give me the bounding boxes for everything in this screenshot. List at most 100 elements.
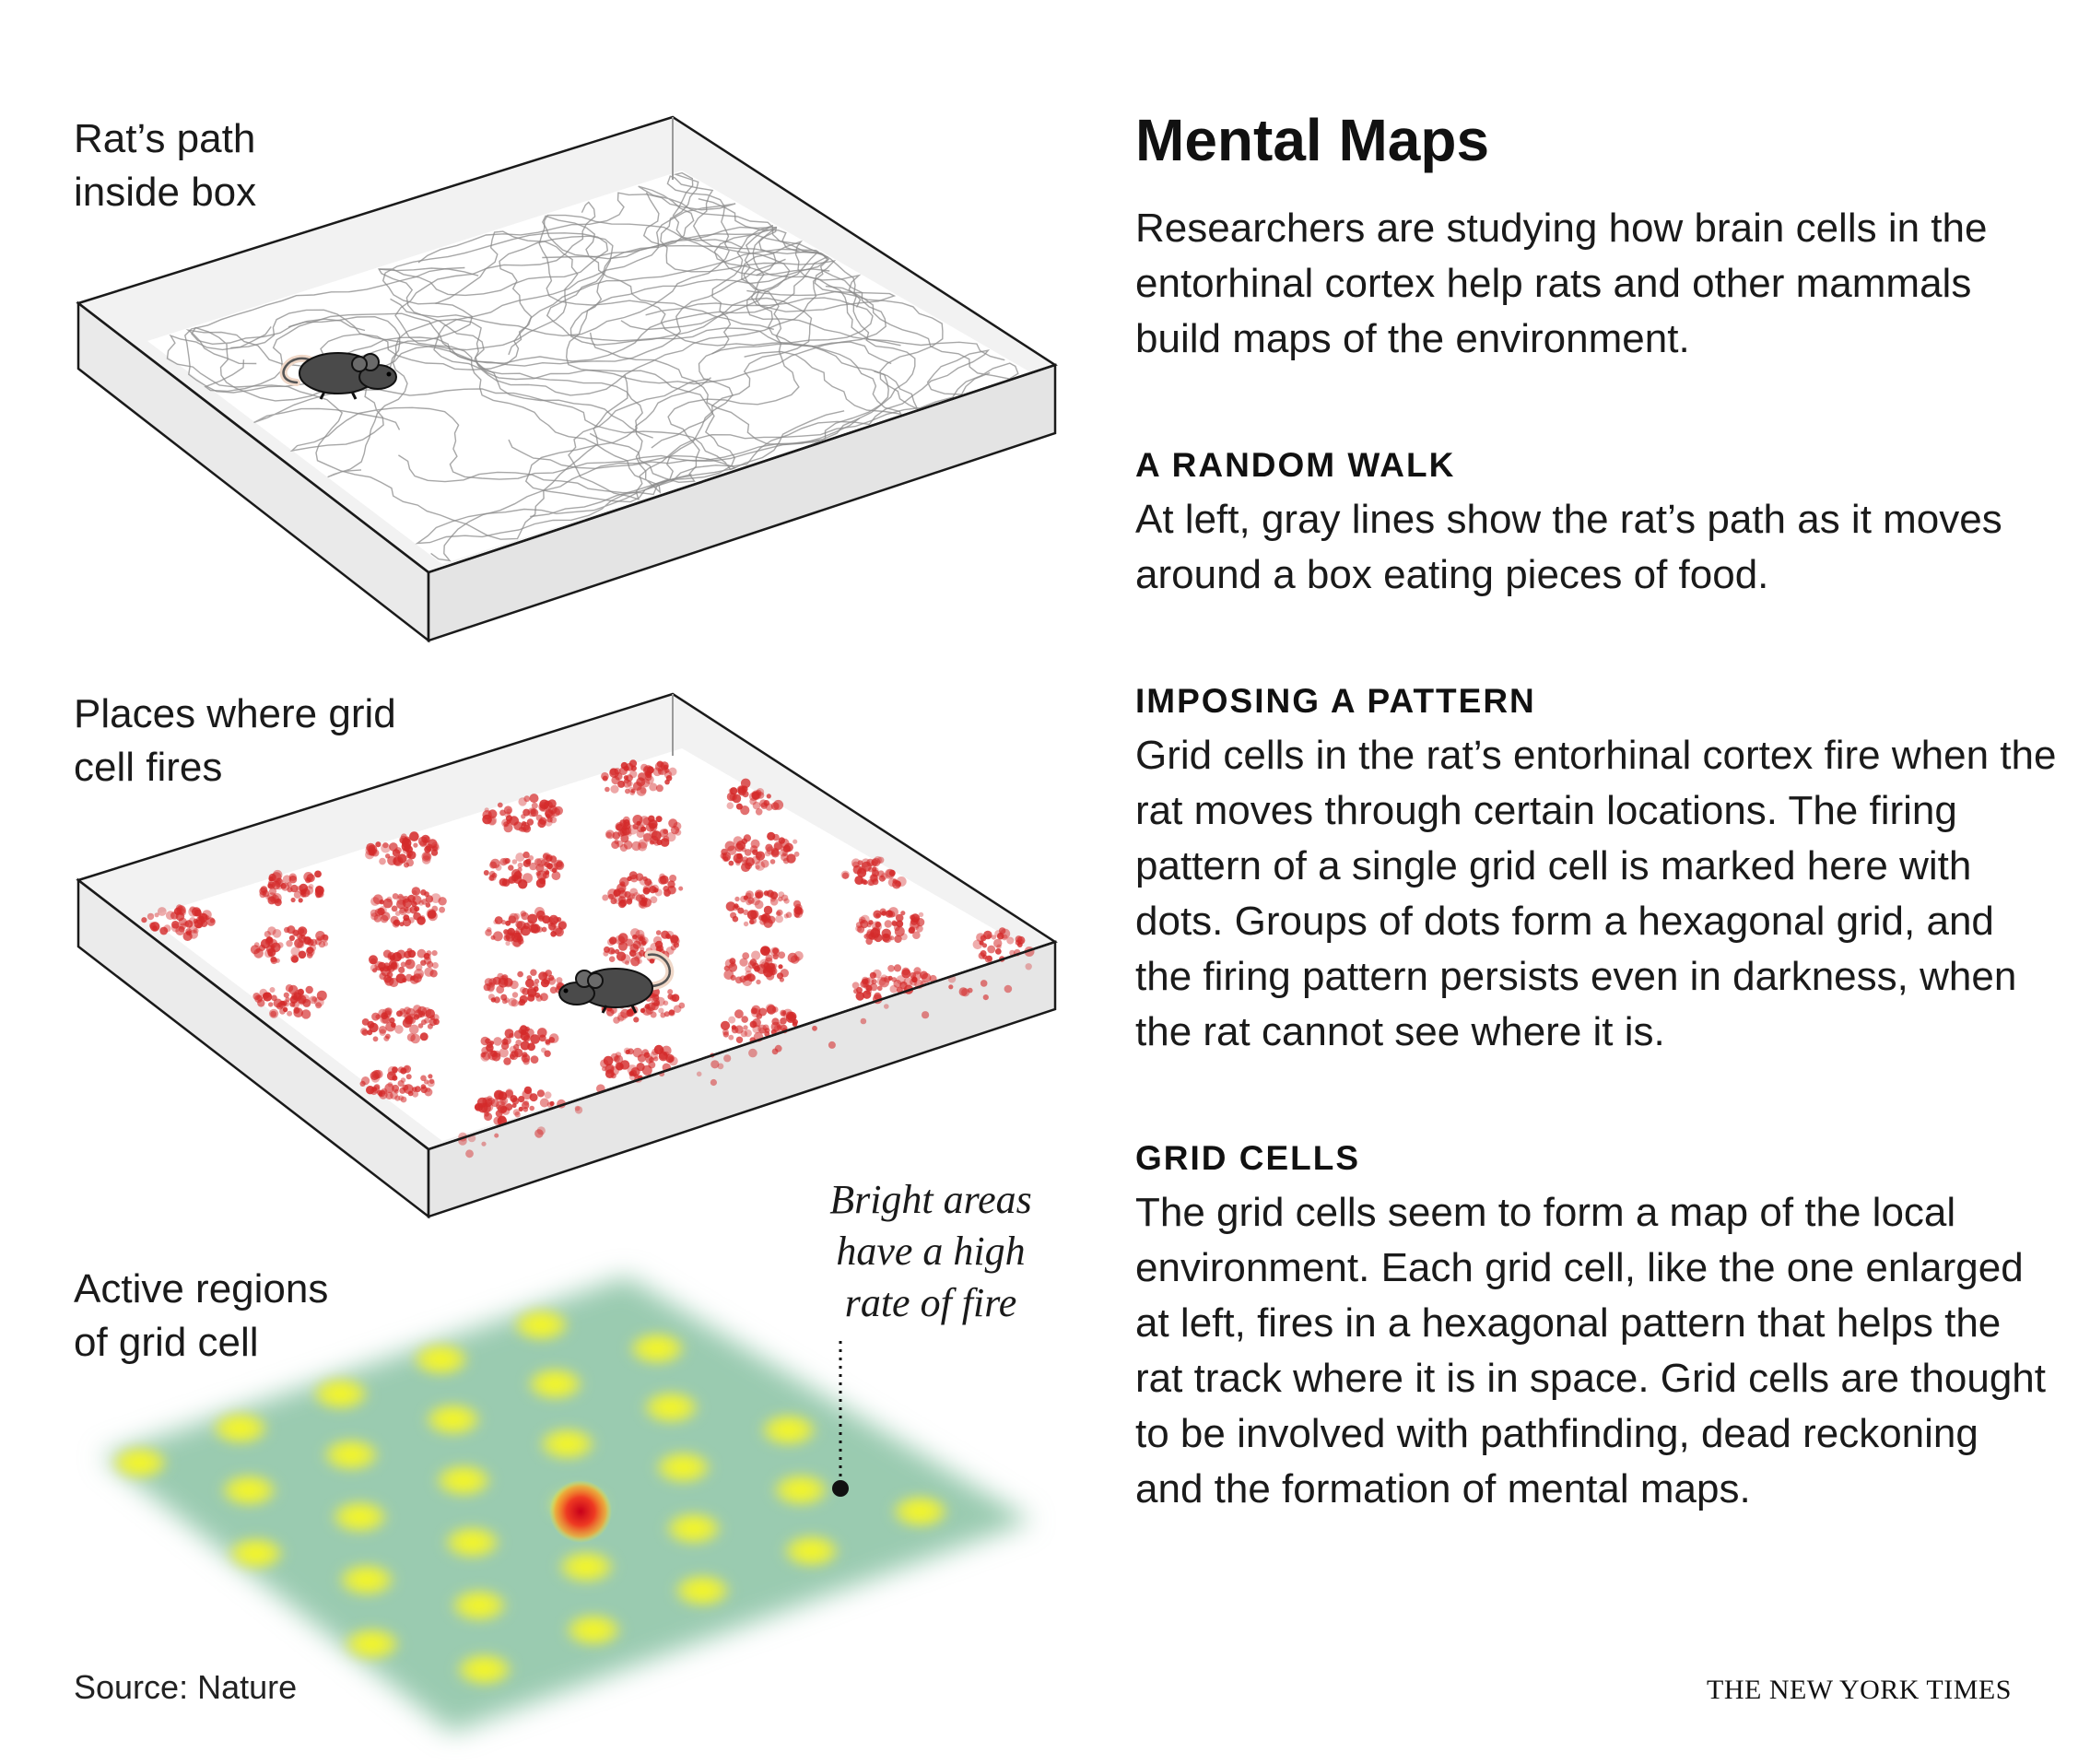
firing-dot (500, 994, 508, 1001)
firing-dot (512, 1109, 520, 1116)
firing-dot (384, 1007, 393, 1016)
firing-dot (379, 857, 386, 865)
firing-dot (428, 911, 438, 922)
firing-dot (747, 897, 755, 904)
firing-dot (290, 947, 300, 957)
firing-dot (483, 870, 489, 876)
firing-dot (730, 911, 737, 919)
firing-dot (651, 884, 659, 893)
firing-dot (653, 1056, 659, 1062)
firing-dot (421, 855, 431, 864)
firing-dot (613, 1017, 620, 1024)
firing-dot (781, 1011, 786, 1017)
firing-dot (872, 869, 879, 877)
firing-dot (268, 876, 274, 882)
firing-dot (529, 862, 537, 871)
firing-dot (275, 958, 280, 963)
firing-dot (743, 895, 749, 900)
path-trace (415, 349, 991, 545)
firing-dot (291, 992, 300, 1001)
firing-dot (522, 1101, 530, 1110)
firing-dot (616, 823, 623, 831)
firing-dot (668, 818, 678, 829)
heatmap-bright-area (510, 1306, 573, 1344)
path-trace (230, 192, 830, 396)
firing-dot (530, 1034, 540, 1044)
firing-dot (617, 936, 626, 946)
firing-dot (666, 1055, 674, 1064)
firing-dot (511, 992, 519, 998)
firing-dot (645, 774, 652, 782)
firing-dot (423, 953, 431, 961)
firing-dot (379, 899, 384, 905)
firing-dot (603, 1055, 614, 1066)
text-column: Mental Maps Researchers are studying how… (1135, 103, 2057, 1517)
firing-dot (894, 926, 905, 937)
heatmap-bright-area (335, 1561, 398, 1599)
firing-dot (305, 985, 313, 994)
firing-dot (759, 1027, 766, 1034)
firing-dot (636, 829, 645, 839)
firing-dot (389, 959, 397, 969)
firing-dot (605, 1008, 615, 1017)
heatmap-bright-areas (108, 1306, 952, 1688)
firing-dot (872, 878, 879, 886)
firing-dot (503, 806, 513, 815)
firing-dot (574, 1105, 581, 1111)
firing-dot (755, 864, 760, 870)
firing-dot (922, 1011, 930, 1019)
firing-dot (769, 891, 779, 900)
firing-dot (412, 1090, 419, 1098)
firing-dot (740, 778, 751, 789)
firing-dot (720, 1020, 731, 1030)
firing-dot (523, 1086, 533, 1095)
firing-dot (484, 1112, 493, 1122)
firing-dot (509, 816, 519, 826)
firing-dot (260, 886, 268, 893)
firing-dot (670, 945, 677, 951)
firing-dot (404, 1006, 411, 1015)
firing-dot (193, 928, 199, 934)
firing-dot (287, 1010, 293, 1017)
firing-dot (412, 895, 422, 905)
firing-dot (637, 1053, 646, 1063)
firing-dot (894, 935, 902, 944)
firing-dot (534, 858, 542, 865)
firing-dot (642, 832, 653, 842)
firing-dot (640, 894, 645, 900)
firing-dot (728, 1016, 736, 1024)
firing-dot (619, 1060, 630, 1070)
firing-dot (252, 993, 261, 1000)
firing-dot (747, 960, 756, 969)
firing-dot (754, 965, 760, 972)
firing-dot (438, 897, 447, 906)
firing-dot (314, 870, 322, 878)
firing-dot (1015, 939, 1021, 946)
firing-dot (490, 935, 496, 940)
firing-dot (979, 940, 984, 946)
firing-dot (318, 941, 325, 948)
firing-dot (510, 1095, 518, 1103)
firing-dot (417, 1023, 424, 1029)
path-trace (568, 285, 1019, 500)
firing-dot (877, 985, 883, 992)
firing-dot (778, 964, 783, 970)
firing-dot (994, 930, 1002, 937)
firing-dot (392, 849, 401, 857)
firing-dot (740, 806, 750, 816)
heatmap-bright-area (780, 1532, 843, 1570)
firing-dot (277, 942, 284, 948)
firing-dot (886, 910, 893, 917)
firing-dot (420, 1075, 427, 1082)
firing-dot (306, 947, 314, 954)
firing-dot (921, 972, 932, 983)
firing-dot (272, 869, 283, 880)
firing-dot (756, 979, 761, 985)
firing-dot (393, 919, 401, 926)
firing-dot (642, 876, 648, 882)
firing-dot (323, 941, 328, 947)
firing-dot (382, 841, 389, 849)
firing-dot (776, 972, 784, 980)
active-label: Active regions of grid cell (74, 1266, 329, 1365)
firing-dot (755, 808, 763, 816)
